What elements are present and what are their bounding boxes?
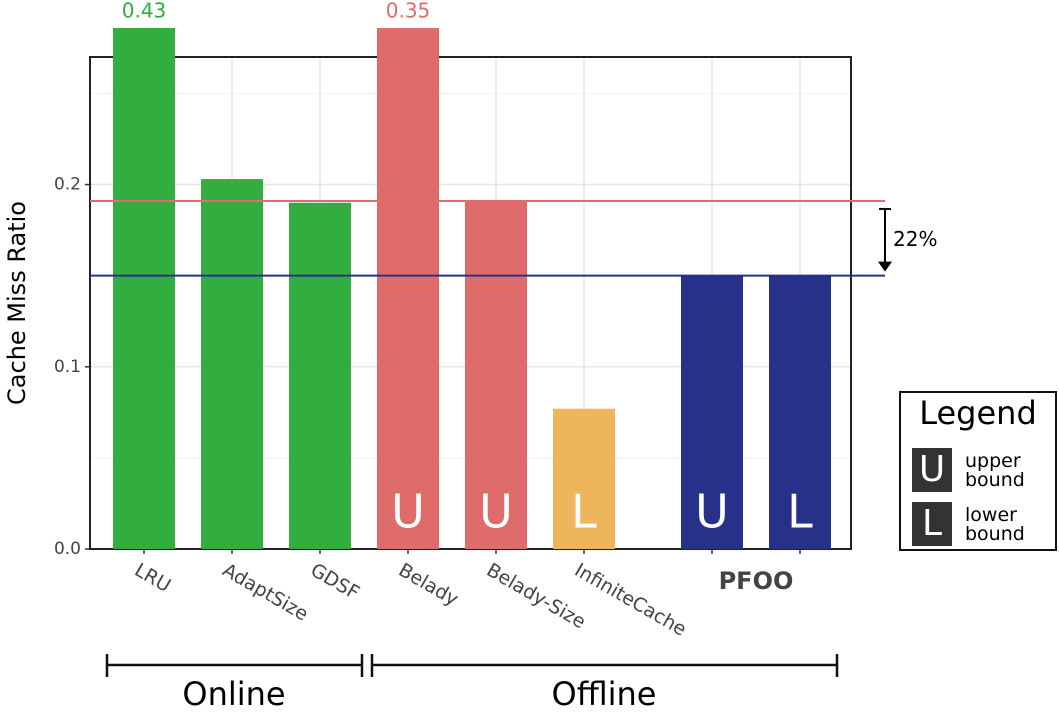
legend-text: lower bound bbox=[965, 504, 1025, 545]
bar-label: L bbox=[787, 485, 813, 539]
y-tick-label: 0.1 bbox=[54, 357, 81, 377]
legend-text: upper bound bbox=[965, 450, 1025, 491]
bar bbox=[289, 202, 351, 549]
value-label: 0.43 bbox=[122, 0, 167, 23]
x-tick-label: AdaptSize bbox=[219, 559, 312, 625]
bar-label: U bbox=[695, 485, 729, 539]
x-group-label: PFOO bbox=[719, 567, 794, 595]
bar bbox=[681, 275, 743, 549]
y-tick-label: 0.2 bbox=[54, 175, 81, 195]
bar-label: U bbox=[479, 485, 513, 539]
group-label: Online bbox=[182, 675, 285, 712]
x-tick-label: InfiniteCache bbox=[571, 559, 690, 641]
bar bbox=[769, 275, 831, 549]
group-brackets bbox=[105, 654, 839, 677]
bar-label: L bbox=[571, 485, 597, 539]
legend-symbol: U bbox=[919, 449, 945, 490]
legend-swatch bbox=[912, 448, 952, 492]
x-tick-label: LRU bbox=[131, 559, 175, 597]
bar bbox=[113, 28, 175, 549]
group-label: Offline bbox=[552, 675, 657, 712]
annotation-arrowhead bbox=[878, 261, 892, 272]
value-label: 0.35 bbox=[386, 0, 431, 23]
bar bbox=[201, 179, 263, 550]
annotation: 22% bbox=[893, 227, 937, 251]
x-tick-label: Belady bbox=[395, 559, 462, 611]
y-axis-title: Cache Miss Ratio bbox=[3, 201, 31, 405]
bar bbox=[553, 408, 615, 549]
legend-symbol: L bbox=[922, 503, 942, 544]
x-tick-label: Belady-Size bbox=[483, 559, 590, 633]
x-tick-label: GDSF bbox=[307, 559, 363, 604]
bar bbox=[377, 28, 439, 549]
legend-title: Legend bbox=[919, 394, 1037, 432]
bar-label: U bbox=[391, 485, 425, 539]
y-tick-label: 0.0 bbox=[54, 539, 81, 559]
legend-swatch bbox=[912, 502, 952, 546]
bar bbox=[465, 200, 527, 549]
